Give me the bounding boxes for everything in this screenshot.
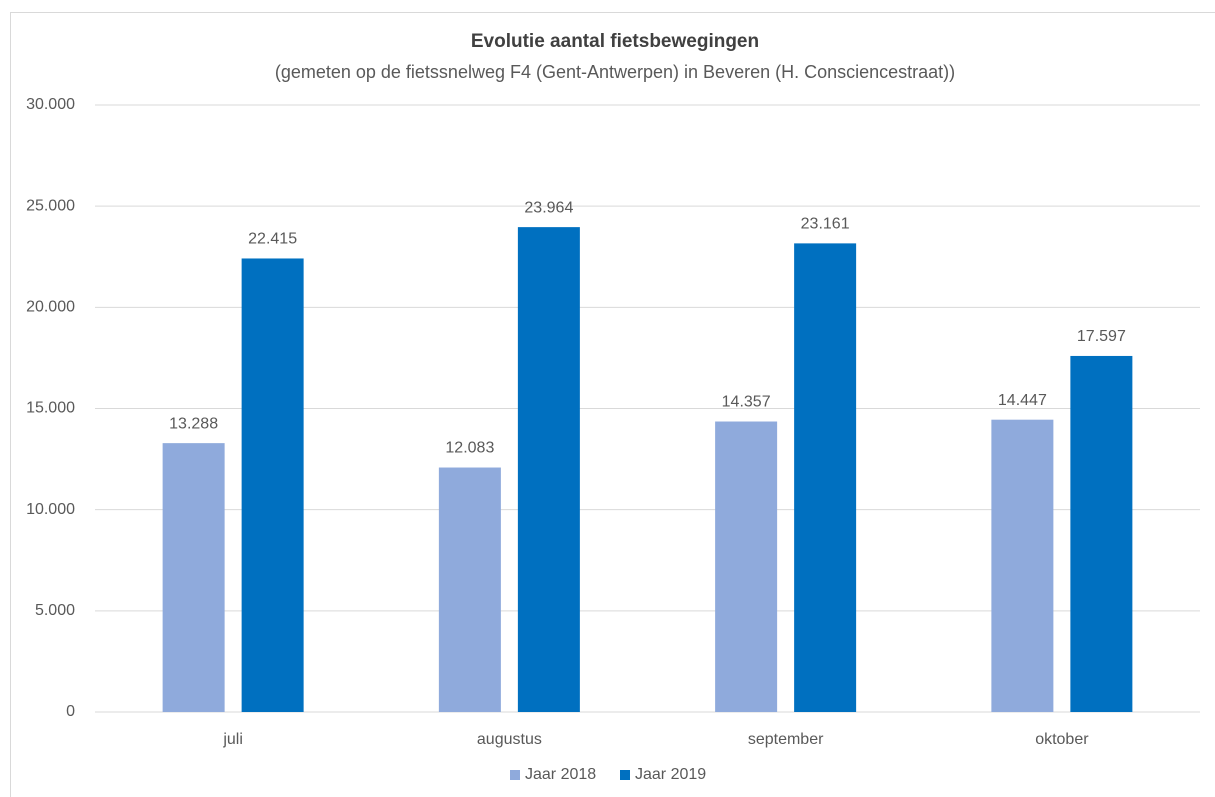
data-label: 23.161 — [801, 216, 850, 233]
chart-subtitle: (gemeten op de fietssnelweg F4 (Gent-Ant… — [275, 62, 955, 82]
legend-swatch — [510, 770, 520, 780]
data-label: 23.964 — [524, 199, 573, 216]
legend-label: Jaar 2019 — [635, 766, 706, 783]
chart-title: Evolutie aantal fietsbewegingen — [471, 31, 759, 52]
y-tick-label: 10.000 — [26, 501, 75, 518]
data-label: 17.597 — [1077, 328, 1126, 345]
bar — [241, 258, 304, 712]
y-tick-label: 25.000 — [26, 197, 75, 214]
legend-swatch — [620, 770, 630, 780]
x-tick-label: juli — [222, 731, 243, 748]
bar — [991, 419, 1054, 712]
x-tick-label: september — [748, 731, 824, 748]
y-tick-label: 20.000 — [26, 299, 75, 316]
bar — [438, 467, 501, 712]
x-tick-label: oktober — [1035, 731, 1089, 748]
bar — [715, 421, 778, 712]
data-label: 13.288 — [169, 415, 218, 432]
y-tick-label: 0 — [66, 703, 75, 720]
bar — [794, 243, 857, 712]
legend-label: Jaar 2018 — [525, 766, 596, 783]
y-tick-label: 15.000 — [26, 400, 75, 417]
data-label: 22.415 — [248, 231, 297, 248]
bar — [162, 443, 225, 712]
y-tick-label: 30.000 — [26, 96, 75, 113]
bar — [1070, 355, 1133, 712]
data-label: 12.083 — [445, 440, 494, 457]
data-label: 14.447 — [998, 392, 1047, 409]
x-tick-label: augustus — [477, 731, 542, 748]
data-label: 14.357 — [722, 394, 771, 411]
bar — [517, 227, 580, 712]
y-tick-label: 5.000 — [35, 602, 75, 619]
